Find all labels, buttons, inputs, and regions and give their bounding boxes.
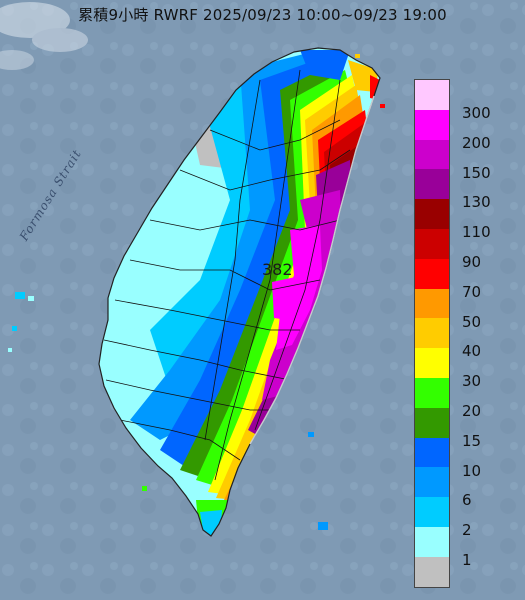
legend-label: 200 xyxy=(462,133,491,152)
legend-swatch xyxy=(415,80,449,110)
legend-label: 300 xyxy=(462,103,491,122)
legend-label: 15 xyxy=(462,431,482,450)
legend-swatch xyxy=(415,467,449,498)
legend-label: 130 xyxy=(462,193,491,212)
legend-label: 150 xyxy=(462,163,491,182)
peak-value-label: 382 xyxy=(262,260,293,279)
color-legend xyxy=(414,79,450,588)
legend-swatch xyxy=(415,228,449,259)
legend-swatch xyxy=(415,288,449,319)
legend-label: 90 xyxy=(462,252,482,271)
legend-swatch xyxy=(415,556,449,587)
legend-swatch xyxy=(415,407,449,438)
legend-label: 70 xyxy=(462,282,482,301)
map-title: 累積9小時 RWRF 2025/09/23 10:00~09/23 19:00 xyxy=(78,6,447,24)
legend-swatch xyxy=(415,377,449,408)
legend-swatch xyxy=(415,348,449,378)
legend-swatch xyxy=(415,318,449,349)
legend-swatch xyxy=(415,497,449,527)
legend-swatch xyxy=(415,437,449,468)
legend-label: 30 xyxy=(462,372,482,391)
sea-echoes xyxy=(8,54,385,530)
legend-swatch xyxy=(415,526,449,557)
legend-swatch xyxy=(415,109,449,140)
legend-swatch xyxy=(415,169,449,200)
legend-label: 110 xyxy=(462,223,491,242)
legend-label: 6 xyxy=(462,491,472,510)
legend-label: 20 xyxy=(462,401,482,420)
legend-label: 50 xyxy=(462,312,482,331)
legend-label: 2 xyxy=(462,521,472,540)
legend-swatch xyxy=(415,139,449,170)
legend-swatch xyxy=(415,199,449,229)
east-coast-outline xyxy=(249,95,375,445)
cloud-patch xyxy=(0,2,88,70)
legend-swatch xyxy=(415,258,449,289)
legend-label: 1 xyxy=(462,550,472,569)
legend-label: 40 xyxy=(462,342,482,361)
legend-label: 10 xyxy=(462,461,482,480)
boundary-lines xyxy=(103,69,351,481)
